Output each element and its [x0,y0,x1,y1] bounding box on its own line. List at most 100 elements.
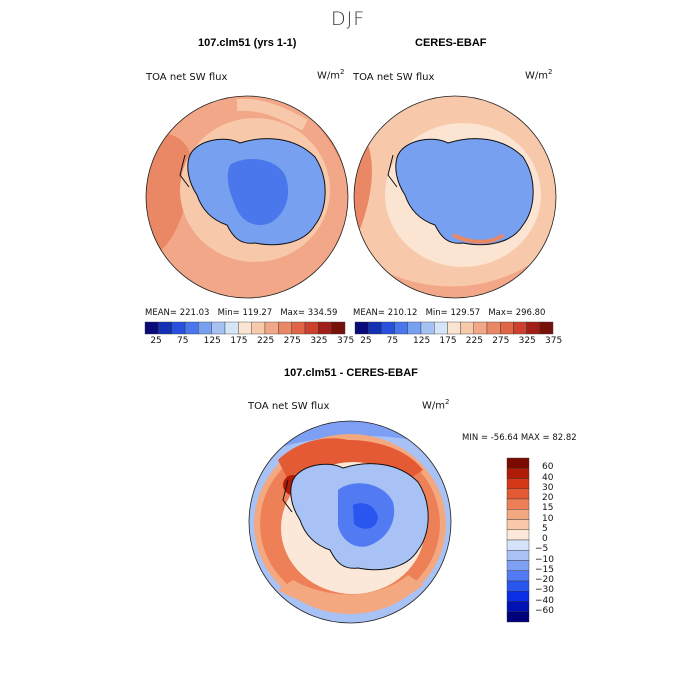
colorbar-tick-label: 40 [542,472,554,483]
colorbar-swatch [264,321,279,335]
colorbar-tick-label: 275 [283,336,301,346]
colorbar-swatch [539,321,554,335]
variable-label-diff: TOA net SW flux [248,401,330,412]
colorbar-tick-label: 75 [177,336,189,346]
polar-map-diff [248,420,452,624]
colorbar-swatch [506,498,530,510]
colorbar-tick-label: −60 [535,605,554,616]
colorbar-tick-label: 5 [542,523,548,534]
colorbar-swatch [238,321,252,335]
colorbar-swatch [433,321,448,335]
colorbar-swatch [506,570,530,582]
map-border [353,95,557,299]
colorbar-tick-label: 125 [413,336,431,346]
colorbar-swatch [506,539,530,551]
map-border [248,420,452,624]
colorbar-swatch [506,601,530,612]
stat-min: Min= 119.27 [217,308,273,318]
colorbar-swatch [499,321,514,335]
colorbar-swatch [506,478,530,489]
colorbar-tick-label: 325 [310,336,328,346]
colorbar-tick-label: 375 [337,336,355,346]
colorbar-swatch [198,321,212,335]
colorbar-swatch [184,321,199,335]
antarctica-fill [395,138,534,245]
colorbar-tick-label: 175 [230,336,248,346]
stats-obs: MEAN= 210.12 Min= 129.57 Max= 296.80 [353,308,545,318]
figure-title: DJF [331,8,366,30]
stat-mean: MEAN= 210.12 [353,308,418,318]
colorbar-tick-label: −40 [535,595,554,606]
colorbar-swatch [506,457,530,469]
colorbar-swatch [460,321,474,335]
ross-sea-band [452,233,505,244]
units-label-obs: W/m2 [525,68,553,82]
colorbar-swatch [506,591,530,602]
colorbar-tick-label: 10 [542,513,554,524]
antarctica-interior [227,159,289,225]
colorbar-tick-label: −15 [535,564,554,575]
colorbar-swatch [381,321,395,335]
colorbar-swatch [506,580,530,592]
colorbar-tick-label: 175 [439,336,457,346]
polar-map-obs [353,95,557,299]
colorbar-swatch [473,321,488,335]
diff-ring-hot-n [278,438,423,480]
colorbar-swatch [394,321,408,335]
colorbar-swatch [420,321,435,335]
colorbar-swatch [331,321,346,335]
coastline [290,463,429,571]
colorbar-swatch [506,560,530,571]
colorbar-ticks-model: 25 75 125 175 225 275 325 375 [145,336,354,348]
colorbar-swatch [171,321,186,335]
colorbar-swatch [158,321,172,335]
panel-title-obs: CERES-EBAF [415,37,487,49]
diff-ring-s [278,575,423,609]
peninsula-coast [282,479,293,513]
colorbar-swatch [506,519,530,530]
stat-mean: MEAN= 221.03 [145,308,210,318]
colorbar-obs [354,321,554,335]
colorbar-tick-label: 25 [150,336,162,346]
variable-label-model: TOA net SW flux [146,72,228,83]
colorbar-swatch [354,321,369,335]
colorbar-tick-label: −10 [535,554,554,565]
colorbar-tick-label: −5 [535,544,549,555]
variable-label-obs: TOA net SW flux [353,72,435,83]
colorbar-swatch [278,321,292,335]
stat-max: Max= 334.59 [280,308,338,318]
colorbar-swatch [407,321,422,335]
colorbar-swatch [447,321,461,335]
colorbar-swatch [144,321,159,335]
colorbar-swatch [251,321,266,335]
stat-max: Max= 296.80 [488,308,546,318]
colorbar-tick-label: 20 [542,493,554,503]
panel-title-model: 107.clm51 (yrs 1-1) [198,37,297,49]
coastline [395,138,534,246]
colorbar-swatch [513,321,527,335]
colorbar-tick-label: −20 [535,575,554,585]
colorbar-tick-label: 225 [257,336,275,346]
units-label-diff: W/m2 [422,398,450,412]
peninsula-coast [179,154,190,188]
colorbar-ticks-obs: 25 75 125 175 225 275 325 375 [355,336,562,348]
colorbar-swatch [506,468,530,479]
colorbar-swatch [506,529,530,541]
colorbar-swatch [367,321,382,335]
colorbar-swatch [506,550,530,561]
ocean-streak-n [236,98,308,131]
colorbar-swatch [486,321,501,335]
map-border [145,95,349,299]
panel-title-diff: 107.clm51 - CERES-EBAF [284,367,418,379]
stats-model: MEAN= 221.03 Min= 119.27 Max= 334.59 [145,308,337,318]
minmax-diff: MIN = -56.64 MAX = 82.82 [462,433,577,443]
coastline [187,138,326,246]
colorbar-tick-label: 30 [542,482,554,493]
colorbar-tick-label: 325 [518,336,536,346]
colorbar-swatch [291,321,306,335]
colorbar-swatch [318,321,332,335]
peninsula-coast [387,154,398,188]
colorbar-tick-label: 125 [203,336,221,346]
colorbar-tick-label: 225 [465,336,483,346]
antarctica-neg-strong [353,503,378,529]
